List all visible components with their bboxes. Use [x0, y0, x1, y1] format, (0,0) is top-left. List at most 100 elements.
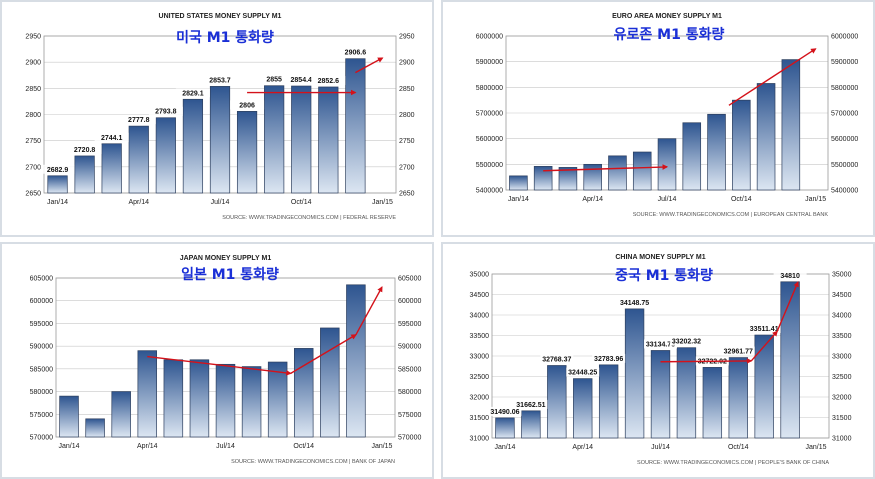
bar — [59, 395, 79, 438]
data-label-background — [257, 74, 292, 84]
trend-arrow — [355, 57, 384, 74]
y-tick-label-left: 5400000 — [476, 188, 503, 195]
y-tick-label-right: 580000 — [398, 389, 421, 396]
x-tick-label: Jan/15 — [806, 444, 827, 451]
bar — [209, 86, 231, 194]
euro-m1-chart: EURO AREA MONEY SUPPLY M1 5400000 5400000 5… — [441, 0, 875, 237]
data-label: 2852.6 — [318, 78, 340, 85]
data-label-background — [175, 88, 210, 98]
data-label: 33511.41 — [750, 326, 779, 333]
y-tick-label-right: 570000 — [398, 435, 421, 442]
y-tick-label-left: 34500 — [470, 292, 490, 299]
y-tick-label-right: 34000 — [832, 313, 852, 320]
data-label: 32768.37 — [542, 356, 571, 363]
bar — [267, 361, 288, 438]
data-label: 2806 — [239, 102, 255, 109]
data-label: 31490.06 — [490, 409, 519, 416]
bar — [215, 363, 236, 438]
bar — [598, 364, 619, 439]
bar — [732, 99, 751, 191]
y-tick-label-left: 595000 — [30, 321, 53, 328]
trend-arrow — [660, 358, 753, 364]
y-tick-label-left: 2900 — [25, 60, 41, 67]
data-label: 2720.8 — [74, 147, 96, 154]
bar — [264, 85, 285, 194]
data-label-background — [773, 270, 807, 280]
bar — [74, 155, 95, 194]
bar — [682, 122, 702, 191]
y-tick-label-right: 33500 — [832, 333, 852, 340]
data-label: 2855 — [266, 77, 282, 84]
y-tick-label-left: 31000 — [470, 436, 490, 443]
bar — [583, 163, 602, 191]
y-tick-label-left: 575000 — [30, 412, 53, 419]
x-tick-label: Jan/14 — [494, 444, 515, 451]
data-label-background — [488, 406, 522, 416]
data-label: 33134.73 — [646, 341, 675, 348]
data-label-background — [747, 324, 781, 334]
y-tick-label-right: 5900000 — [831, 59, 858, 66]
y-tick-label-right: 2750 — [399, 138, 415, 145]
source-note: SOURCE: WWW.TRADINGECONOMICS.COM | FEDER… — [222, 215, 396, 221]
bar — [495, 417, 515, 439]
euro-m1-chart-panel: EURO AREA MONEY SUPPLY M1 5400000 5400000 5… — [441, 0, 875, 237]
x-tick-label: Oct/14 — [731, 196, 752, 203]
trend-arrow — [543, 164, 669, 172]
x-tick-label: Apr/14 — [572, 444, 593, 451]
y-tick-label-left: 32500 — [470, 374, 490, 381]
data-label-background — [284, 75, 319, 85]
data-label: 2777.8 — [128, 117, 150, 124]
data-label: 32961.77 — [724, 349, 753, 356]
chart-title: JAPAN MONEY SUPPLY M1 — [180, 255, 272, 262]
bar — [47, 175, 68, 194]
y-tick-label-left: 2800 — [25, 112, 41, 119]
y-tick-label-right: 32500 — [832, 374, 852, 381]
y-tick-label-right: 2850 — [399, 86, 415, 93]
data-label: 34148.75 — [620, 300, 649, 307]
bar — [293, 348, 314, 438]
y-tick-label-left: 33500 — [470, 333, 490, 340]
overlay-korean-title: 일본 M1 통화량 — [181, 267, 279, 283]
data-label-background — [721, 346, 755, 356]
bar — [137, 350, 158, 438]
data-label: 2829.1 — [182, 90, 204, 97]
bar — [702, 367, 723, 439]
y-tick-label-right: 6000000 — [831, 34, 858, 41]
y-tick-label-right: 5700000 — [831, 111, 858, 118]
x-tick-label: Jul/14 — [216, 443, 235, 450]
bar — [657, 138, 677, 191]
source-note: SOURCE: WWW.TRADINGECONOMICS.COM | EUROP… — [633, 212, 829, 218]
data-label: 2906.6 — [345, 50, 367, 57]
y-tick-label-right: 5400000 — [831, 188, 858, 195]
bar — [189, 359, 210, 438]
data-label-background — [311, 75, 346, 85]
x-tick-label: Jan/14 — [508, 196, 529, 203]
y-tick-label-right: 33000 — [832, 354, 852, 361]
y-tick-label-left: 590000 — [30, 344, 53, 351]
x-tick-label: Oct/14 — [291, 199, 312, 206]
panel-frame — [441, 0, 875, 237]
china-m1-chart: CHINA MONEY SUPPLY M1 31000 31000 31500 3150… — [441, 242, 875, 479]
bar — [111, 391, 131, 438]
x-tick-label: Apr/14 — [137, 443, 158, 450]
y-tick-label-right: 31000 — [832, 436, 852, 443]
bar — [608, 155, 627, 191]
data-label-background — [203, 75, 237, 85]
chart-title: CHINA MONEY SUPPLY M1 — [615, 254, 705, 261]
bar — [558, 167, 578, 191]
y-tick-label-right: 2650 — [399, 191, 415, 198]
data-label-background — [644, 339, 677, 349]
y-tick-label-right: 32000 — [832, 395, 852, 402]
trend-arrow — [728, 48, 817, 106]
data-label: 2854.4 — [291, 77, 313, 84]
bar — [128, 125, 149, 194]
bar — [318, 86, 339, 194]
bar — [241, 366, 262, 438]
source-note: SOURCE: WWW.TRADINGECONOMICS.COM | BANK … — [231, 459, 395, 465]
data-label-background — [121, 115, 156, 125]
y-tick-label-left: 2650 — [25, 191, 41, 198]
y-tick-label-left: 2850 — [25, 86, 41, 93]
data-label: 2793.8 — [155, 109, 177, 116]
data-label-background — [40, 164, 75, 174]
y-tick-label-right: 5800000 — [831, 85, 858, 92]
